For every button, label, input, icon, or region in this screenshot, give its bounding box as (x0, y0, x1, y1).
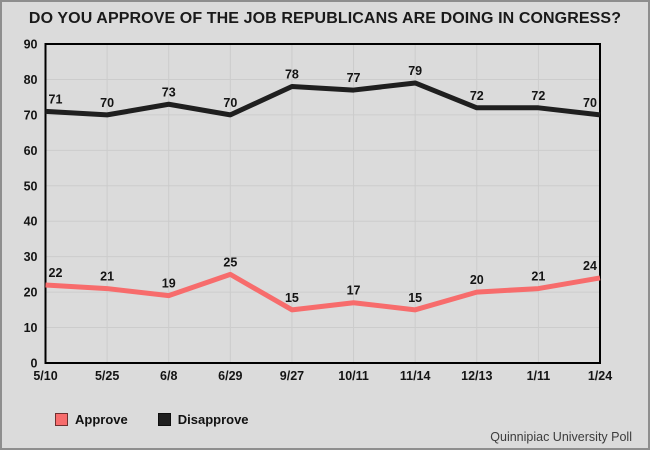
plot-border (44, 43, 601, 364)
x-tick-label: 12/13 (461, 369, 492, 383)
data-label-approve: 15 (285, 291, 299, 305)
legend-item-approve: Approve (55, 412, 128, 427)
y-tick-label: 70 (24, 108, 38, 122)
data-label-approve: 17 (347, 284, 361, 298)
data-label-approve: 19 (162, 277, 176, 291)
approve-legend-label: Approve (75, 412, 128, 427)
legend-item-disapprove: Disapprove (157, 412, 249, 427)
data-label-approve: 25 (223, 255, 237, 269)
x-tick-label: 11/14 (400, 369, 431, 383)
x-tick-label: 1/24 (588, 369, 612, 383)
data-label-approve: 21 (531, 270, 545, 284)
x-tick-label: 10/11 (338, 369, 369, 383)
y-tick-label: 90 (24, 38, 38, 52)
approve-swatch (55, 413, 68, 426)
data-label-approve: 20 (470, 273, 484, 287)
data-label-disapprove: 71 (49, 92, 63, 106)
y-tick-label: 10 (24, 321, 38, 335)
data-label-approve: 15 (408, 291, 422, 305)
data-label-disapprove: 72 (470, 89, 484, 103)
disapprove-swatch (157, 413, 171, 426)
data-label-disapprove: 72 (531, 89, 545, 103)
series-line-approve (45, 271, 601, 313)
x-tick-label: 9/27 (280, 369, 304, 383)
data-label-approve: 22 (49, 266, 63, 280)
source-attribution: Quinnipiac University Poll (490, 430, 632, 444)
data-label-disapprove: 73 (162, 85, 176, 99)
y-tick-label: 20 (24, 286, 38, 300)
series-line-disapprove (45, 80, 601, 118)
data-label-disapprove: 70 (583, 96, 597, 110)
x-tick-label: 5/25 (95, 369, 119, 383)
data-label-approve: 21 (100, 270, 114, 284)
x-tick-label: 6/8 (160, 369, 177, 383)
chart-title: DO YOU APPROVE OF THE JOB REPUBLICANS AR… (28, 10, 622, 27)
y-tick-label: 30 (24, 250, 38, 264)
data-label-disapprove: 79 (408, 64, 422, 78)
data-label-disapprove: 77 (347, 71, 361, 85)
data-label-approve: 24 (583, 259, 597, 273)
x-tick-label: 5/10 (33, 369, 57, 383)
legend: Approve Disapprove (55, 412, 249, 427)
disapprove-legend-label: Disapprove (177, 412, 249, 427)
x-tick-label: 1/11 (527, 369, 551, 383)
y-tick-label: 80 (24, 73, 38, 87)
y-tick-label: 0 (31, 357, 38, 371)
data-label-disapprove: 78 (285, 68, 299, 82)
y-tick-label: 50 (24, 179, 38, 193)
data-label-disapprove: 70 (100, 96, 114, 110)
y-tick-label: 60 (24, 144, 38, 158)
x-tick-label: 6/29 (218, 369, 242, 383)
y-tick-label: 40 (24, 215, 38, 229)
data-label-disapprove: 70 (223, 96, 237, 110)
